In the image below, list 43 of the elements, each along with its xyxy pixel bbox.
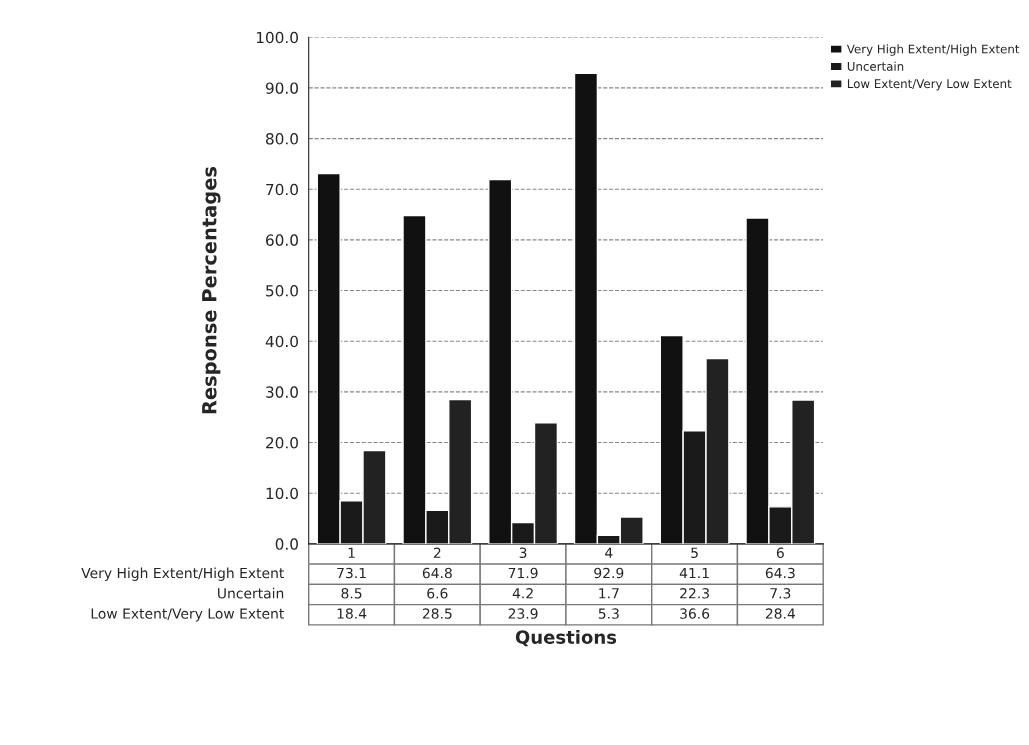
x-tick-label: 5 [691,547,698,559]
x-tick-label: 1 [348,547,355,558]
data-label: 73.1 [337,567,366,579]
y-tick-label: 20.0 [266,437,298,449]
y-axis-title: Response Percentages [202,166,221,414]
y-tick-label: 60.0 [266,234,298,246]
data-label: 36.6 [680,608,710,619]
text: Uncertain [218,587,284,599]
y-tick-label: 40.0 [265,335,298,348]
x-tick-label: 3 [519,547,527,559]
legend-label: Low Extent/Very Low Extent [847,79,1012,91]
data-label: 4.2 [512,588,533,599]
y-tick-label: 0.0 [275,538,298,550]
data-label: 64.3 [765,567,795,579]
y-tick-label: 100.0 [256,31,298,44]
data-label: 8.5 [341,588,362,599]
data-label: 71.9 [508,567,538,579]
data-label: 1.7 [599,588,619,599]
y-tick-label: 30.0 [266,386,298,398]
legend-label: Uncertain [847,61,904,71]
x-axis-title: Questions [515,629,617,647]
y-tick-label: 50.0 [266,285,298,297]
data-label: 5.3 [598,608,619,619]
text: Low Extent/Very Low Extent [91,608,284,622]
data-label: 41.1 [679,567,709,579]
text: Very High Extent/High Extent [81,567,284,581]
data-label: 18.4 [337,608,367,619]
data-label: 6.6 [427,588,448,599]
data-label: 28.5 [422,608,452,619]
legend-label: Very High Extent/High Extent [846,44,1020,56]
x-tick-label: 6 [776,547,784,559]
y-tick-label: 10.0 [266,487,298,500]
y-tick-label: 80.0 [266,133,298,145]
data-label: 28.4 [765,608,796,619]
data-label: 64.8 [422,567,452,579]
y-tick-label: 90.0 [265,82,298,94]
data-label: 23.9 [508,608,538,619]
y-tick-label: 70.0 [266,183,298,196]
data-label: 22.3 [680,588,709,599]
x-tick-label: 4 [605,547,613,558]
data-label: 92.9 [594,567,624,579]
data-label: 7.3 [770,588,791,599]
x-tick-label: 2 [433,547,441,558]
